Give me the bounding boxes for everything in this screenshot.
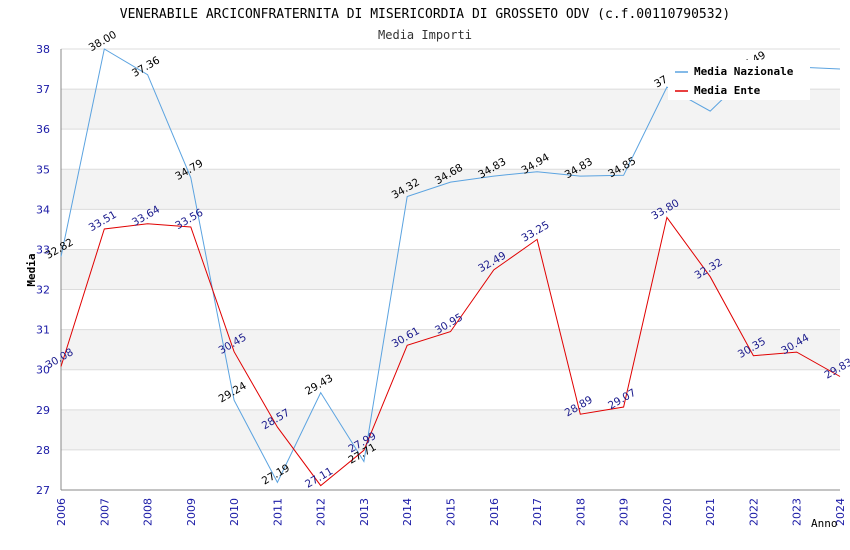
y-tick-label: 27 (36, 484, 50, 497)
x-axis-label: Anno (811, 517, 838, 530)
y-tick-label: 34 (36, 203, 50, 216)
y-tick-label: 33 (36, 243, 50, 256)
y-tick-label: 38 (36, 43, 50, 56)
y-tick-label: 29 (36, 404, 50, 417)
y-tick-label: 36 (36, 123, 50, 136)
data-label: 29.24 (217, 380, 249, 406)
x-tick-label: 2007 (98, 498, 111, 526)
y-tick-label: 37 (36, 83, 50, 96)
legend-label-media-ente: Media Ente (694, 84, 761, 97)
x-tick-label: 2016 (488, 498, 501, 526)
x-tick-label: 2021 (704, 498, 717, 526)
axes (60, 49, 840, 491)
x-tick-label: 2024 (834, 498, 847, 526)
legend-background (668, 60, 810, 100)
data-label: 37.36 (130, 54, 162, 80)
grid-band (61, 409, 840, 450)
series-lines (60, 48, 841, 487)
legend-label-media-nazionale: Media Nazionale (694, 65, 794, 78)
grid-lines (61, 48, 840, 491)
y-tick-label: 35 (36, 163, 50, 176)
chart-title: VENERABILE ARCICONFRATERNITA DI MISERICO… (120, 7, 730, 22)
y-tick-label: 30 (36, 364, 50, 377)
x-tick-label: 2014 (401, 498, 414, 526)
x-tick-label: 2019 (618, 498, 631, 526)
x-tick-label: 2008 (142, 498, 155, 526)
data-label: 27.19 (260, 462, 292, 487)
grid-band (61, 169, 840, 210)
chart-subtitle: Media Importi (378, 28, 472, 42)
x-tick-label: 2006 (55, 498, 68, 526)
legend: Media Nazionale Media Ente (668, 60, 810, 100)
data-label: 29.43 (303, 372, 335, 397)
grid-bands (61, 89, 840, 450)
x-tick-label: 2012 (315, 498, 328, 526)
series-line-media-nazionale (60, 48, 841, 484)
x-tick-label: 2018 (574, 498, 587, 526)
x-tick-label: 2011 (271, 498, 284, 526)
x-tick-label: 2017 (531, 498, 544, 526)
y-tick-label: 28 (36, 444, 50, 457)
series-line-media-ente (60, 216, 841, 487)
grid-band (61, 329, 840, 370)
grid-band (61, 249, 840, 290)
y-axis-label: Media (25, 253, 38, 286)
x-tick-label: 2015 (445, 498, 458, 526)
y-tick-label: 31 (36, 324, 50, 337)
data-label: 33.51 (87, 209, 119, 234)
x-tick-label: 2022 (747, 498, 760, 526)
x-axis-ticks: 2006 2007 2008 2009 2010 2011 2012 2013 2014 2015… (55, 498, 847, 526)
y-axis-ticks: 27 28 29 30 31 32 33 34 35 36 37 38 (36, 43, 50, 497)
data-label: 29.07 (606, 387, 638, 412)
y-tick-label: 32 (36, 284, 50, 297)
x-tick-label: 2009 (185, 498, 198, 526)
x-tick-label: 2010 (228, 498, 241, 526)
data-label: 38.00 (87, 29, 119, 54)
x-tick-label: 2020 (661, 498, 674, 526)
x-tick-label: 2013 (358, 498, 371, 526)
x-tick-label: 2023 (791, 498, 804, 526)
